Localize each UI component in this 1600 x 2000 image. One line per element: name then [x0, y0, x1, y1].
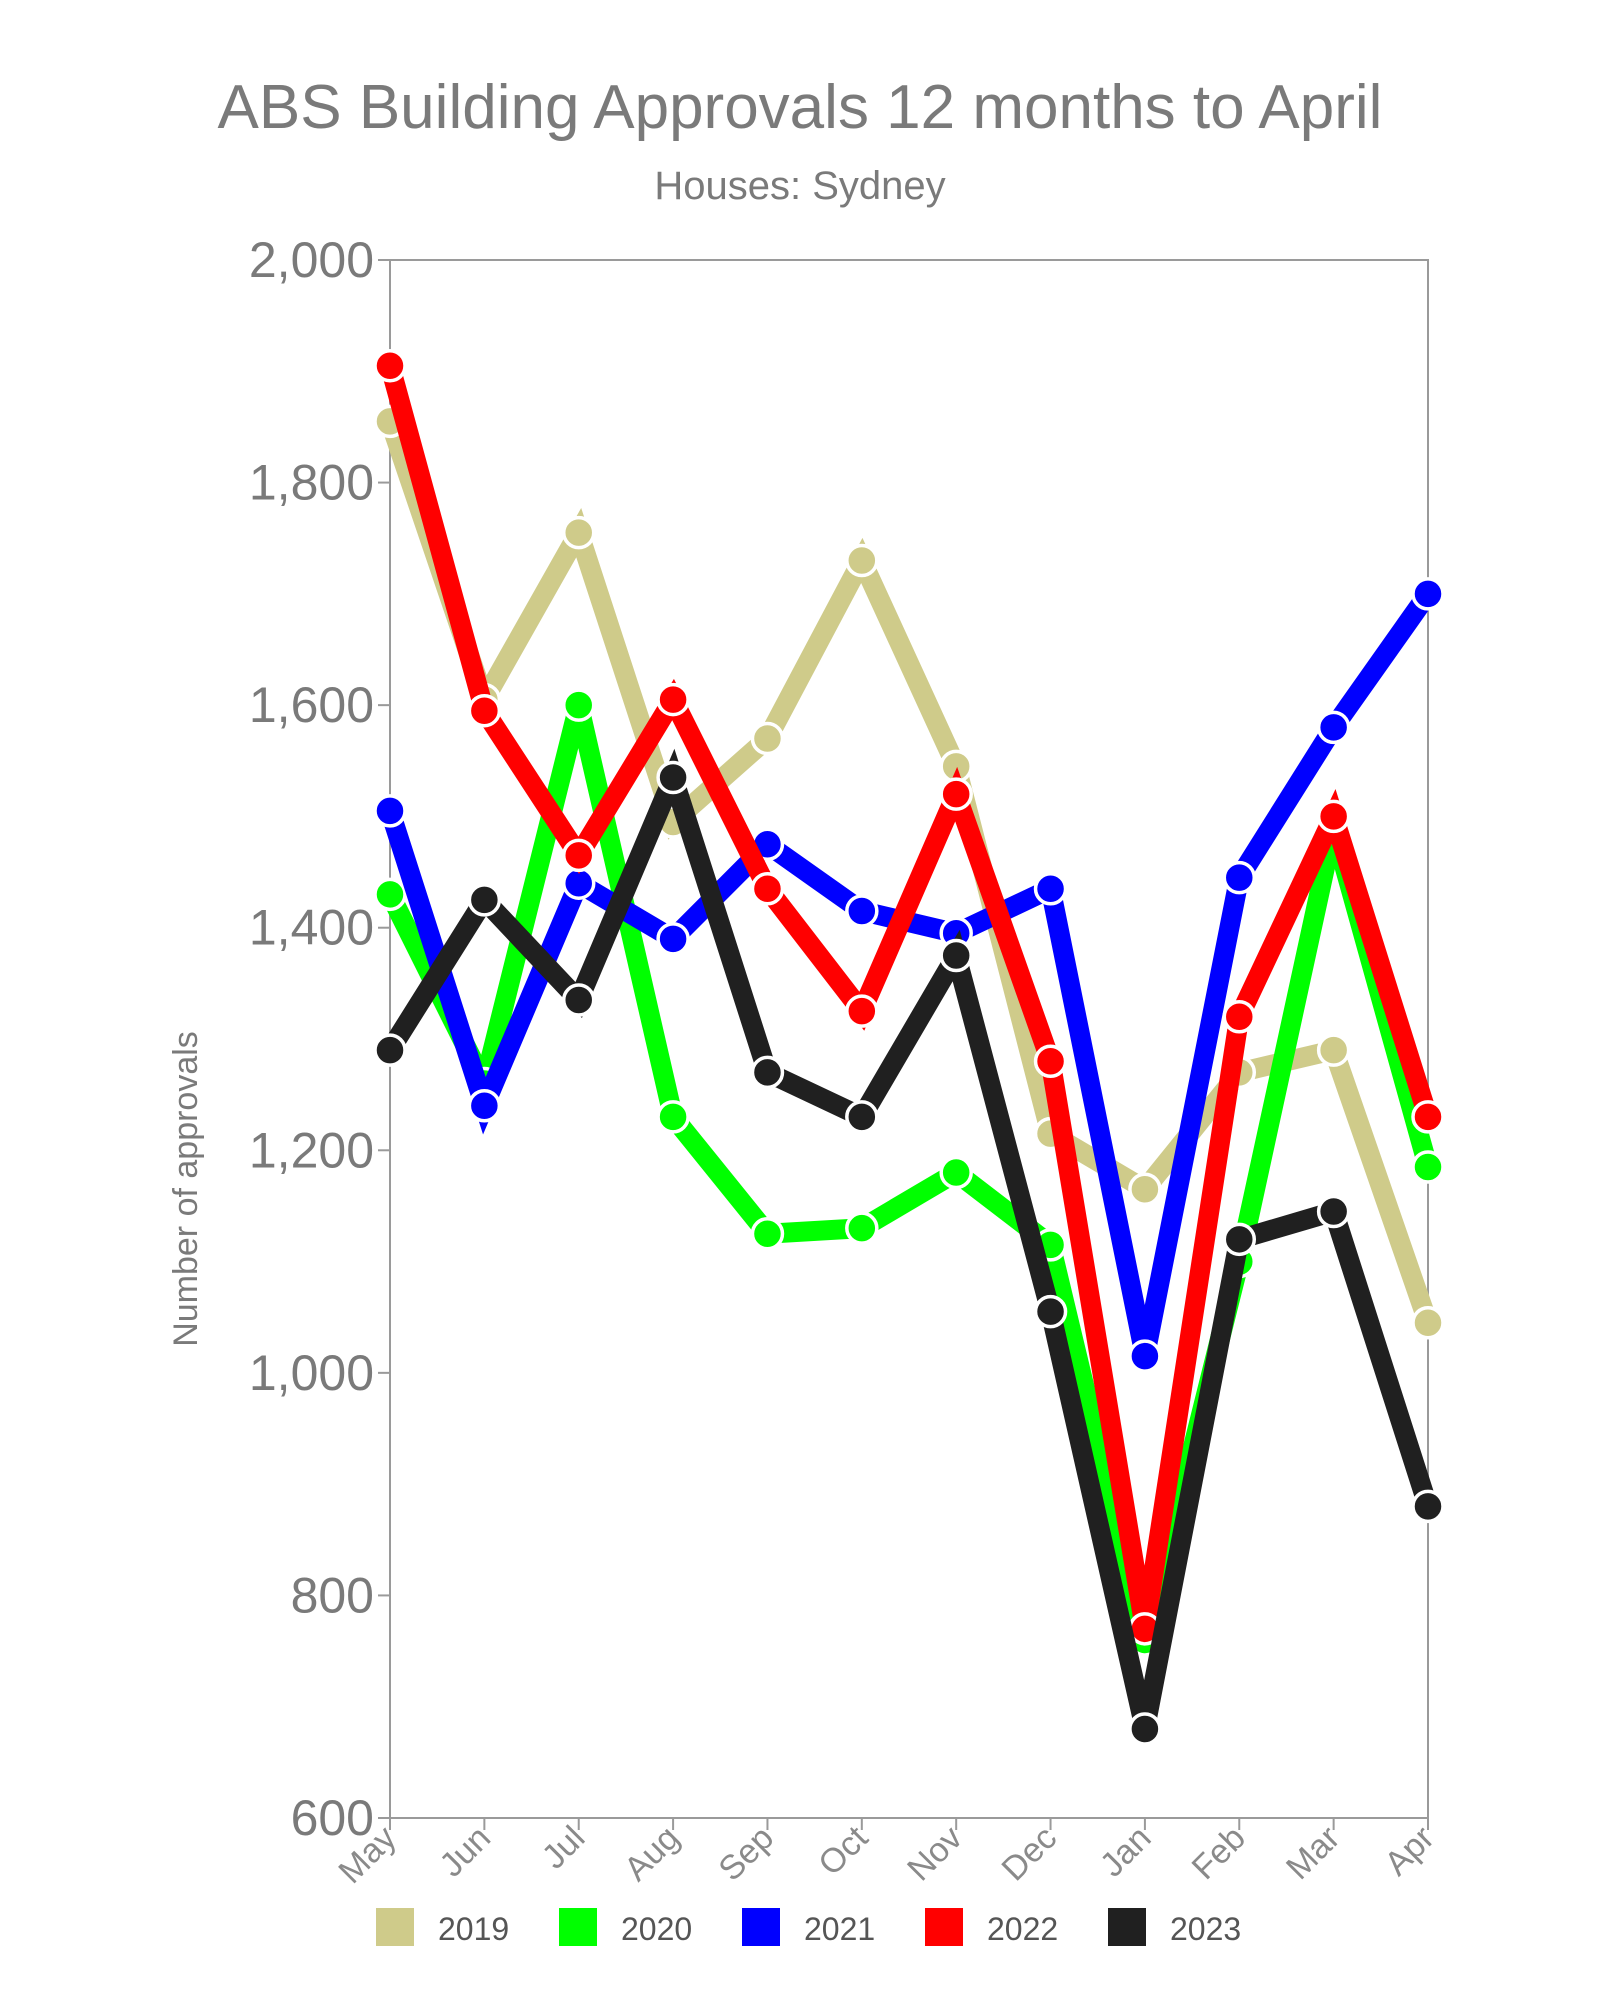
data-point: [373, 1033, 407, 1067]
legend-label: 2023: [1170, 1911, 1241, 1947]
x-tick-label: Feb: [1185, 1819, 1253, 1887]
y-tick-label: 2,000: [249, 232, 374, 288]
series-line: [380, 702, 1438, 1643]
series-2023: [373, 748, 1445, 1746]
data-point: [373, 348, 407, 383]
y-tick-label: 1,200: [249, 1122, 374, 1178]
data-point: [1411, 577, 1445, 611]
series-2020: [373, 688, 1445, 1657]
data-point: [845, 1100, 879, 1134]
data-point: [1033, 872, 1068, 906]
legend-label: 2022: [987, 1911, 1058, 1947]
data-point: [750, 1217, 785, 1251]
x-tick-label: Jul: [535, 1819, 593, 1877]
x-tick-label: Jun: [432, 1819, 498, 1885]
data-point: [845, 994, 879, 1028]
data-point: [656, 1100, 690, 1134]
x-tick-label: Nov: [900, 1819, 970, 1889]
data-point: [373, 794, 407, 828]
data-point: [1316, 799, 1351, 834]
x-tick-label: Apr: [1377, 1819, 1441, 1883]
data-point: [845, 894, 879, 928]
data-point: [750, 872, 785, 906]
chart-title: ABS Building Approvals 12 months to Apri…: [217, 73, 1383, 142]
data-point: [939, 777, 973, 811]
data-point: [656, 922, 690, 956]
data-point: [939, 938, 973, 973]
data-point: [1316, 1194, 1351, 1229]
data-point: [939, 1155, 973, 1190]
data-point: [1411, 1100, 1445, 1134]
data-point: [1222, 999, 1257, 1034]
series-layer: [373, 348, 1445, 1746]
legend-swatch: [1108, 1908, 1146, 1946]
data-point: [561, 515, 596, 550]
data-point: [1411, 1150, 1445, 1184]
x-tick-label: Dec: [995, 1819, 1065, 1889]
data-point: [656, 682, 690, 717]
data-point: [845, 543, 879, 578]
y-axis-title: Number of approvals: [167, 1031, 205, 1347]
legend-swatch: [742, 1908, 780, 1946]
data-point: [845, 1211, 879, 1245]
y-tick-label: 1,800: [249, 455, 374, 511]
legend-label: 2021: [804, 1911, 875, 1947]
legend: 2019 2020 2021 2022 2023: [376, 1908, 1241, 1947]
data-point: [1411, 1306, 1445, 1340]
data-point: [373, 877, 407, 912]
data-point: [656, 760, 690, 795]
data-point: [561, 838, 596, 873]
y-tick-label: 1,400: [249, 900, 374, 956]
x-tick-label: Jan: [1093, 1819, 1159, 1885]
series-2022: [373, 348, 1445, 1646]
chart-subtitle: Houses: Sydney: [654, 164, 946, 208]
data-point: [1222, 860, 1257, 895]
data-point: [750, 721, 785, 756]
data-point: [1222, 1222, 1257, 1257]
y-tick-label: 1,600: [249, 677, 374, 733]
x-tick-label: Aug: [617, 1819, 687, 1889]
data-point: [467, 693, 502, 728]
y-tick-label: 1,000: [249, 1345, 374, 1401]
x-tick-label: Oct: [811, 1818, 876, 1883]
y-tick-label: 600: [291, 1790, 374, 1846]
x-tick-label: Mar: [1279, 1819, 1347, 1887]
legend-label: 2020: [621, 1911, 692, 1947]
data-point: [1316, 710, 1351, 745]
data-point: [1128, 1339, 1162, 1373]
series-line: [380, 355, 1438, 1631]
legend-swatch: [925, 1908, 963, 1946]
data-point: [1033, 1294, 1068, 1329]
y-tick-label: 800: [291, 1567, 374, 1623]
data-point: [1316, 1033, 1351, 1067]
data-point: [750, 1055, 785, 1090]
data-point: [467, 1089, 502, 1123]
legend-label: 2019: [438, 1911, 509, 1947]
series-2021: [373, 577, 1445, 1373]
legend-swatch: [376, 1908, 414, 1946]
data-point: [1128, 1712, 1162, 1746]
data-point: [561, 983, 596, 1017]
x-tick-label: Sep: [711, 1819, 781, 1889]
data-point: [1128, 1172, 1162, 1206]
data-point: [1033, 1044, 1068, 1079]
data-point: [467, 883, 502, 917]
legend-swatch: [559, 1908, 597, 1946]
data-point: [561, 688, 596, 722]
data-point: [1411, 1489, 1445, 1524]
